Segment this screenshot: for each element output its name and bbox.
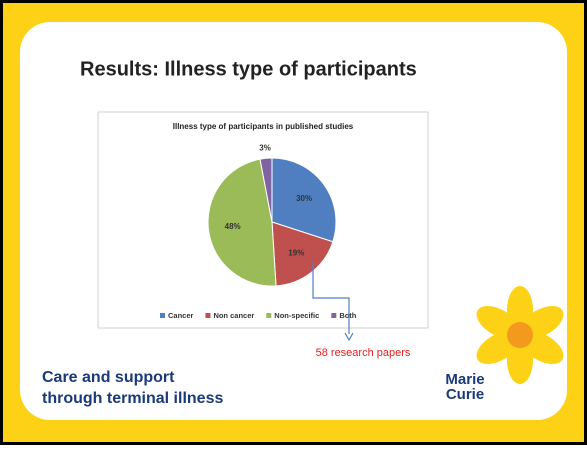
legend-swatch [205, 313, 211, 318]
legend-swatch [331, 313, 337, 318]
daffodil [476, 286, 564, 384]
slide-title: Results: Illness type of participants [80, 58, 417, 80]
pie-slice [271, 157, 337, 243]
legend-label: Non cancer [213, 311, 254, 320]
chart-title: Illness type of participants in publishe… [173, 122, 354, 131]
tagline: through terminal illness [42, 390, 223, 407]
pie-slice [271, 221, 334, 287]
pie-slice [207, 158, 277, 287]
legend-swatch [160, 313, 165, 318]
data-label: 48% [225, 222, 241, 231]
legend-label: Non-specific [274, 311, 319, 320]
legend-label: Cancer [168, 311, 194, 320]
legend-swatch [266, 313, 272, 318]
data-label: 19% [288, 248, 304, 257]
logo-text: Curie [446, 386, 484, 403]
annotation: 58 research papers [316, 347, 411, 359]
legend-label: Both [339, 311, 356, 320]
pie-slice [259, 157, 273, 223]
data-label: 3% [259, 143, 271, 152]
data-label: 30% [296, 194, 312, 203]
logo-text: Marie [445, 371, 484, 388]
pie: 30% 19% 48% 3% [207, 143, 337, 287]
legend: Cancer Non cancer Non-specific Both [160, 311, 357, 320]
callout-arrow [344, 332, 354, 342]
tagline: Care and support [42, 369, 175, 386]
callout-line [312, 262, 350, 334]
